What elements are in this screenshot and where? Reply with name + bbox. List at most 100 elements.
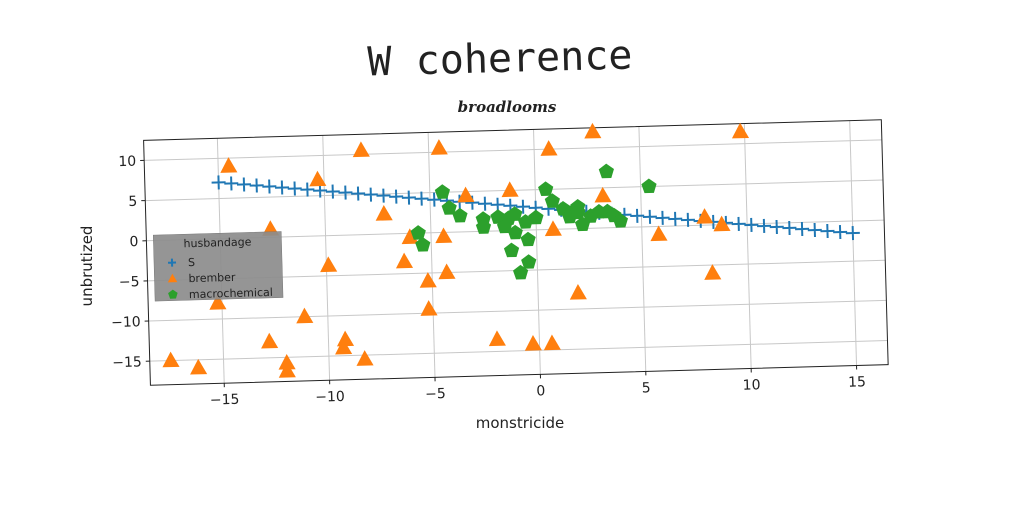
S-point <box>237 177 251 191</box>
brember-point <box>296 307 314 323</box>
y-tick-label: 0 <box>129 234 138 250</box>
legend-label-brember: brember <box>188 271 236 285</box>
brember-point <box>278 362 296 378</box>
S-point <box>770 220 784 234</box>
macrochemical-point <box>435 184 451 199</box>
legend-label-S: S <box>188 256 195 269</box>
brember-point <box>438 263 456 279</box>
x-grid-line <box>744 124 751 369</box>
brember-point <box>419 272 437 288</box>
S-point <box>351 186 365 200</box>
x-tick-label: 15 <box>848 374 866 390</box>
plot-area: −15 −10 −5 0 5 10 15 −15 −10 −5 0 5 10 husbandage S… <box>106 115 889 412</box>
brember-point <box>190 359 208 375</box>
macrochemical-point <box>521 254 537 269</box>
S-point <box>643 210 657 224</box>
chart-subtitle: broadlooms <box>458 98 557 116</box>
S-point <box>808 223 822 237</box>
brember-point <box>584 123 602 139</box>
brember-point <box>543 334 561 350</box>
S-point <box>389 189 403 203</box>
S-point <box>211 175 225 189</box>
S-point <box>326 184 340 198</box>
brember-point <box>375 205 393 221</box>
macrochemical-point <box>538 181 554 196</box>
brember-point <box>457 186 475 202</box>
series-S <box>211 158 860 258</box>
x-tick-label: 5 <box>642 380 651 396</box>
x-grid-line <box>534 129 541 374</box>
y-tick-label: −5 <box>119 274 140 291</box>
macrochemical-point <box>641 178 657 193</box>
brember-point <box>594 187 612 203</box>
x-axis-label: monstricide <box>476 414 565 432</box>
y-tick-label: −15 <box>112 354 142 371</box>
x-grid-line <box>639 127 646 372</box>
brember-point <box>261 333 279 349</box>
brember-point <box>435 227 453 243</box>
macrochemical-point <box>504 242 520 257</box>
S-point <box>655 211 669 225</box>
S-point <box>668 212 682 226</box>
brember-point <box>396 252 414 268</box>
y-grid-line <box>150 341 888 362</box>
y-tick-label: 10 <box>118 154 136 170</box>
y-tick-label: −10 <box>111 314 141 331</box>
brember-point <box>430 139 448 155</box>
y-grid-line <box>144 140 882 161</box>
S-point <box>249 178 263 192</box>
brember-point <box>569 284 587 300</box>
brember-point <box>162 351 180 367</box>
S-point <box>744 218 758 232</box>
brember-point <box>732 122 750 138</box>
S-point <box>338 185 352 199</box>
x-tick-label: 0 <box>536 383 545 399</box>
x-tick-labels: −15 −10 −5 0 5 10 15 <box>210 374 866 408</box>
x-grid-line <box>850 121 857 366</box>
x-tick-label: −15 <box>210 392 240 409</box>
S-point <box>414 191 428 205</box>
brember-point <box>352 141 370 157</box>
brember-point <box>488 330 506 346</box>
brember-point <box>420 300 438 316</box>
y-tick-labels: −15 −10 −5 0 5 10 <box>106 154 142 372</box>
x-tick-label: −10 <box>315 389 345 406</box>
S-point <box>376 188 390 202</box>
S-point <box>364 187 378 201</box>
S-point <box>224 176 238 190</box>
macrochemical-point <box>520 231 536 246</box>
legend-label-macrochemical: macrochemical <box>189 286 273 301</box>
S-point <box>288 181 302 195</box>
brember-point <box>356 350 374 366</box>
brember-point <box>704 264 722 280</box>
S-point <box>795 222 809 236</box>
brember-point <box>220 157 238 173</box>
S-point <box>275 180 289 194</box>
brember-point <box>650 225 668 241</box>
brember-point <box>320 256 338 272</box>
S-point <box>262 179 276 193</box>
brember-point <box>540 140 558 156</box>
brember-point <box>544 220 562 236</box>
y-axis-label: unbrutized <box>78 226 96 307</box>
brember-point <box>696 208 714 224</box>
S-point <box>833 225 847 239</box>
S-point <box>846 226 860 240</box>
S-point <box>681 213 695 227</box>
y-grid-line <box>149 300 887 321</box>
chart-title: W coherence <box>367 33 633 86</box>
S-point <box>731 217 745 231</box>
S-point <box>478 197 492 211</box>
legend-title: husbandage <box>183 235 251 250</box>
brember-point <box>501 181 519 197</box>
S-point <box>820 224 834 238</box>
macrochemical-point <box>599 163 615 178</box>
S-point <box>757 219 771 233</box>
x-grid-line <box>428 132 435 377</box>
x-tick-label: 10 <box>742 377 760 393</box>
y-tick-label: 5 <box>128 194 137 210</box>
S-point <box>630 209 644 223</box>
x-tick-label: −5 <box>425 386 446 403</box>
